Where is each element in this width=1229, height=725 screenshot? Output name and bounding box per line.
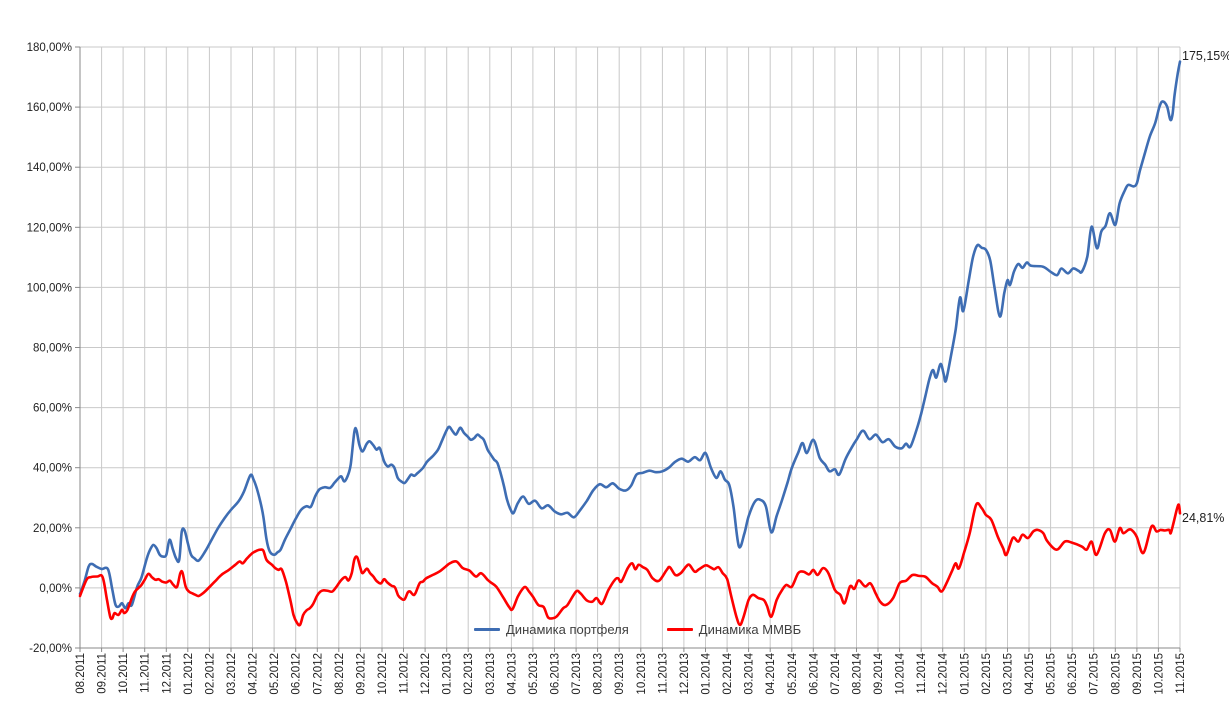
x-axis-label: 06.2015 [1067,653,1079,695]
x-axis-label: 03.2012 [226,653,238,695]
x-axis-label: 09.2015 [1132,653,1144,695]
x-axis-label: 08.2014 [852,652,864,694]
y-axis-label: -20,00% [29,643,72,655]
y-axis-label: 100,00% [27,282,72,294]
x-axis-label: 02.2014 [722,652,734,694]
legend-line-micex-icon [666,628,693,631]
x-axis-label: 10.2015 [1153,653,1165,695]
x-axis-label: 02.2012 [204,653,216,695]
x-axis-label: 06.2013 [550,653,562,695]
x-axis-label: 07.2014 [830,652,842,694]
x-axis-label: 07.2013 [571,653,583,695]
micex-end-label: 24,81% [1182,511,1225,525]
x-axis-label: 04.2012 [248,653,260,695]
x-axis-label: 02.2015 [981,653,993,695]
y-axis-label: 60,00% [33,403,72,415]
x-axis-label: 04.2013 [506,653,518,695]
legend-label-micex: Динамика ММВБ [698,622,802,637]
series-line-micex [78,501,1182,627]
x-axis-label: 08.2012 [334,653,346,695]
x-axis-label: 05.2012 [269,653,281,695]
x-axis-label: 05.2013 [528,653,540,695]
legend-label-portfolio: Динамика портфеля [506,622,629,637]
x-axis-label: 05.2014 [787,652,799,694]
legend: Динамика портфеля Динамика ММВБ [474,622,801,637]
x-axis-label: 03.2014 [744,652,756,694]
x-axis-label: 10.2012 [377,653,389,695]
x-axis-label: 09.2011 [97,653,109,694]
y-axis-label: 140,00% [27,162,72,174]
y-axis-label: 180,00% [27,42,72,54]
x-axis-label: 10.2014 [895,652,907,694]
x-axis-label: 01.2013 [442,653,454,695]
x-axis-label: 01.2012 [183,653,195,695]
legend-item-portfolio[interactable]: Динамика портфеля [474,622,629,637]
x-axis-label: 11.2013 [657,653,669,694]
x-axis-label: 03.2015 [1003,653,1015,695]
x-axis-label: 10.2011 [118,653,130,694]
x-axis-label: 11.2015 [1175,653,1187,694]
y-axis-label: 160,00% [27,102,72,114]
legend-item-micex[interactable]: Динамика ММВБ [666,622,802,637]
y-axis-label: 20,00% [33,523,72,535]
x-axis-label: 11.2012 [399,653,411,694]
x-axis-label: 11.2014 [916,652,928,693]
x-axis-label: 08.2015 [1110,653,1122,695]
x-axis-label: 07.2015 [1089,653,1101,695]
x-axis-label: 08.2011 [75,653,87,694]
x-axis-label: 04.2014 [765,652,777,694]
y-axis-label: 40,00% [33,463,72,475]
x-axis-label: 01.2015 [959,653,971,695]
x-axis-label: 06.2014 [808,652,820,694]
x-axis-label: 12.2014 [938,652,950,694]
x-axis-label: 03.2013 [485,653,497,695]
x-axis-label: 09.2012 [355,653,367,695]
portfolio-end-label: 175,15% [1182,49,1229,63]
x-axis-label: 04.2015 [1024,653,1036,695]
x-axis-label: 10.2013 [636,653,648,695]
x-axis-label: 11.2011 [140,653,152,693]
series-line-portfolio [78,60,1182,610]
legend-line-portfolio-icon [474,628,500,631]
y-axis-label: 120,00% [27,222,72,234]
x-axis-label: 09.2014 [873,652,885,694]
x-axis-label: 06.2012 [291,653,303,695]
x-axis-label: 12.2011 [161,653,173,694]
x-axis-label: 12.2013 [679,653,691,695]
x-axis-label: 05.2015 [1046,653,1058,695]
x-axis-label: 01.2014 [701,652,713,694]
x-axis-label: 08.2013 [593,653,605,695]
x-axis-label: 07.2012 [312,653,324,695]
y-axis-label: 0,00% [39,583,72,595]
x-axis-label: 02.2013 [463,653,475,695]
x-axis-label: 12.2012 [420,653,432,695]
x-axis-label: 09.2013 [614,653,626,695]
y-axis-label: 80,00% [33,343,72,355]
